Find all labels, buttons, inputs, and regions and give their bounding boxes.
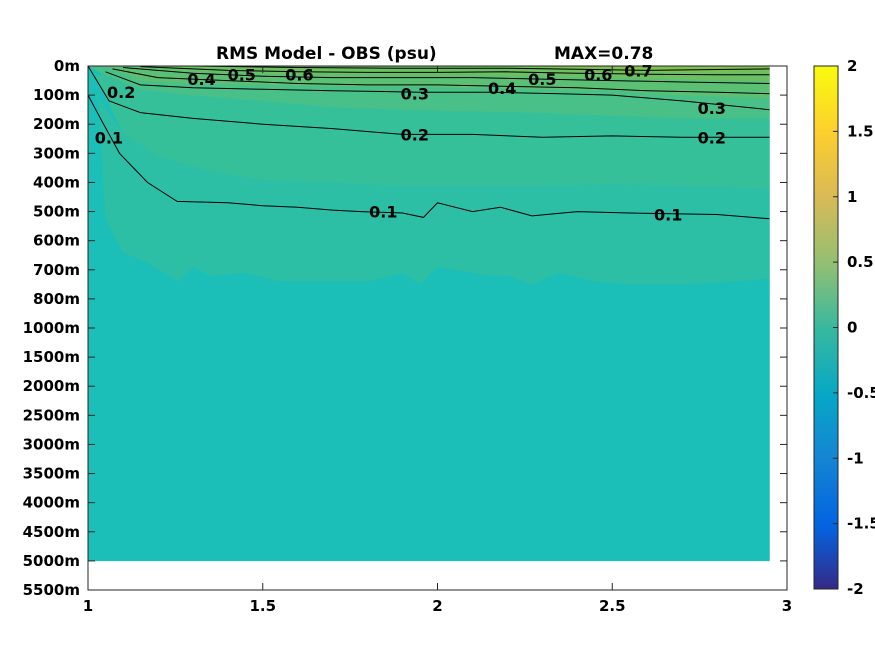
y-axis: 0m 100m 200m 300m 400m 500m 600m 700m 800m 1000m 1… (23, 57, 787, 599)
contour-line-0_5 (122, 67, 770, 84)
contour-label: 0.1 (95, 128, 123, 147)
y-tick-label: 4500m (23, 523, 80, 541)
colorbar-tick-label: 2 (847, 57, 857, 75)
colorbar: 2 1.5 1 0.5 0 -0.5 -1 -1.5 -2 (813, 57, 875, 598)
contour-label: 0.2 (401, 125, 429, 144)
contour-label: 0.5 (228, 66, 256, 85)
contour-label: 0.4 (187, 70, 215, 89)
contour-label: 0.1 (654, 205, 682, 224)
contour-label: 0.3 (401, 85, 429, 104)
y-tick-label: 3500m (23, 465, 80, 483)
chart-title: RMS Model - OBS (psu) (216, 44, 437, 64)
colorbar-tick-label: -2 (847, 580, 864, 598)
contour-label: 0.2 (698, 128, 726, 147)
colorbar-tick-label: 0 (847, 319, 857, 337)
contour-line-0_3 (105, 71, 770, 111)
contour-label: 0.5 (528, 70, 556, 89)
y-tick-label: 400m (33, 173, 80, 191)
y-tick-label: 600m (33, 232, 80, 250)
y-tick-label: 700m (33, 261, 80, 279)
contour-label: 0.4 (488, 79, 516, 98)
y-tick-label: 2000m (23, 377, 80, 395)
colorbar-tick-label: 0.5 (847, 253, 874, 271)
colorbar-tick-label: 1.5 (847, 122, 874, 140)
contour-label: 0.3 (698, 99, 726, 118)
y-tick-label: 0m (54, 57, 80, 75)
max-annotation: MAX=0.78 (554, 44, 653, 64)
y-tick-label: 2500m (23, 406, 80, 424)
y-tick-label: 5000m (23, 552, 80, 570)
contour-line-0_4 (112, 68, 770, 95)
contour-label: 0.7 (624, 61, 652, 80)
contour-line-0_7 (192, 65, 770, 71)
contour-label: 0.2 (107, 83, 135, 102)
y-tick-label: 100m (33, 86, 80, 104)
color-band-6 (507, 65, 770, 73)
x-tick-label: 2.5 (599, 597, 626, 615)
x-axis: 1 1.5 2 2.5 3 (83, 66, 792, 615)
colorbar-tick-label: -1 (847, 449, 864, 467)
y-tick-label: 3000m (23, 435, 80, 453)
x-tick-label: 1.5 (249, 597, 276, 615)
contour-label: 0.1 (369, 203, 397, 222)
y-tick-label: 800m (33, 290, 80, 308)
y-tick-label: 300m (33, 144, 80, 162)
y-tick-label: 500m (33, 203, 80, 221)
contour-line-0_2 (87, 65, 770, 138)
y-tick-label: 1000m (23, 319, 80, 337)
contour-label: 0.6 (285, 66, 313, 85)
x-tick-label: 3 (782, 597, 792, 615)
y-tick-label: 5500m (23, 581, 80, 599)
x-tick-label: 1 (83, 597, 93, 615)
y-tick-label: 1500m (23, 348, 80, 366)
contour-label: 0.6 (584, 66, 612, 85)
x-tick-label: 2 (432, 597, 442, 615)
y-tick-label: 4000m (23, 494, 80, 512)
y-tick-label: 200m (33, 115, 80, 133)
colorbar-tick-label: -0.5 (847, 384, 875, 402)
colorbar-tick-label: 1 (847, 188, 857, 206)
colorbar-tick-label: -1.5 (847, 515, 875, 533)
contour-line-0_1 (87, 94, 770, 220)
